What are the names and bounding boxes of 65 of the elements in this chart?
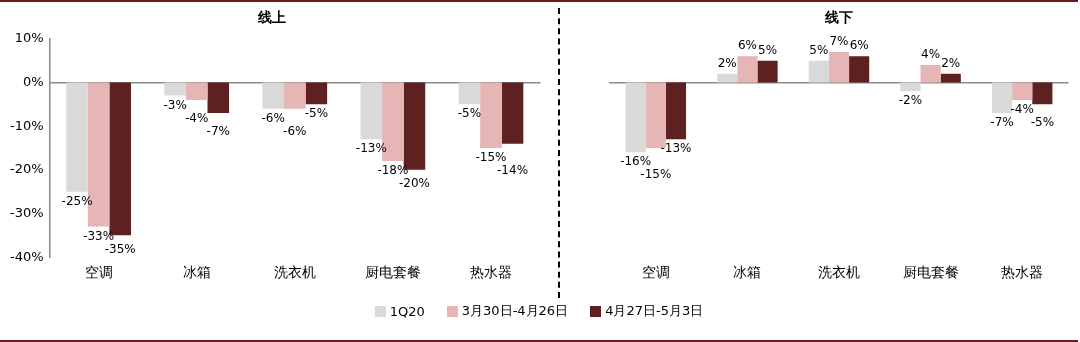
- data-label: -13%: [660, 141, 692, 156]
- data-label: -16%: [620, 154, 652, 169]
- data-label: -25%: [61, 193, 93, 208]
- x-tick-label: 洗衣机: [273, 264, 316, 281]
- data-label: -6%: [261, 110, 285, 125]
- y-tick-label: -30%: [9, 204, 44, 220]
- y-tick-label: 0%: [22, 73, 44, 89]
- data-label: -6%: [283, 123, 307, 138]
- bar: [625, 82, 646, 153]
- x-tick-label: 厨电套餐: [902, 264, 959, 281]
- y-tick-label: -20%: [9, 161, 44, 177]
- data-label: -35%: [104, 241, 136, 256]
- x-tick-label: 热水器: [1001, 264, 1044, 281]
- bar: [940, 73, 961, 83]
- data-label: -14%: [497, 163, 529, 178]
- bar: [991, 82, 1013, 114]
- data-label: -2%: [898, 93, 923, 108]
- y-tick-label: 10%: [14, 30, 44, 46]
- y-tick-label: -10%: [9, 117, 44, 133]
- x-tick-label: 空调: [84, 264, 113, 281]
- bar: [757, 60, 778, 83]
- data-label: -3%: [163, 97, 187, 112]
- legend-label: 1Q20: [389, 303, 425, 319]
- data-label: -13%: [355, 141, 387, 156]
- data-label: 5%: [809, 42, 829, 57]
- data-label: -4%: [1010, 102, 1034, 117]
- data-label: -33%: [83, 228, 115, 243]
- bar: [900, 82, 921, 92]
- data-label: 6%: [849, 38, 869, 53]
- data-label: -18%: [377, 163, 409, 178]
- data-label: -7%: [990, 115, 1014, 130]
- legend-label: 4月27日-5月3日: [605, 302, 704, 320]
- data-label: 2%: [717, 55, 737, 70]
- bar: [808, 60, 829, 83]
- data-label: -7%: [206, 123, 230, 138]
- chart-title: 线下: [824, 9, 853, 26]
- data-label: -5%: [457, 106, 482, 121]
- data-label: -5%: [304, 106, 329, 121]
- bar: [828, 51, 850, 83]
- data-label: 5%: [758, 42, 778, 57]
- bar: [849, 56, 870, 83]
- legend-label: 3月30日-4月26日: [461, 302, 569, 320]
- x-tick-label: 冰箱: [182, 264, 211, 281]
- bar: [717, 73, 738, 83]
- data-label: -15%: [640, 167, 672, 182]
- bar: [1032, 82, 1053, 105]
- data-label: 7%: [829, 34, 849, 49]
- x-tick-label: 热水器: [469, 264, 512, 281]
- y-tick-label: -40%: [9, 248, 44, 264]
- data-label: 4%: [921, 47, 941, 62]
- data-label: -15%: [475, 150, 507, 165]
- data-label: 6%: [737, 38, 757, 53]
- x-tick-label: 空调: [641, 264, 670, 281]
- data-label: -5%: [1030, 115, 1055, 130]
- bar: [737, 56, 758, 83]
- data-label: 2%: [941, 55, 961, 70]
- x-tick-label: 冰箱: [733, 264, 762, 281]
- data-label: -20%: [398, 176, 430, 191]
- bar: [665, 82, 687, 140]
- bar: [1012, 82, 1033, 100]
- data-label: -4%: [185, 110, 209, 125]
- chart-title: 线上: [257, 9, 286, 26]
- bar: [920, 65, 941, 83]
- x-tick-label: 厨电套餐: [364, 264, 421, 281]
- x-tick-label: 洗衣机: [818, 264, 860, 281]
